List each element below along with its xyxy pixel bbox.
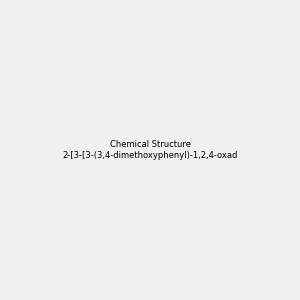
Text: Chemical Structure
2-[3-[3-(3,4-dimethoxyphenyl)-1,2,4-oxad: Chemical Structure 2-[3-[3-(3,4-dimethox… [62,140,238,160]
